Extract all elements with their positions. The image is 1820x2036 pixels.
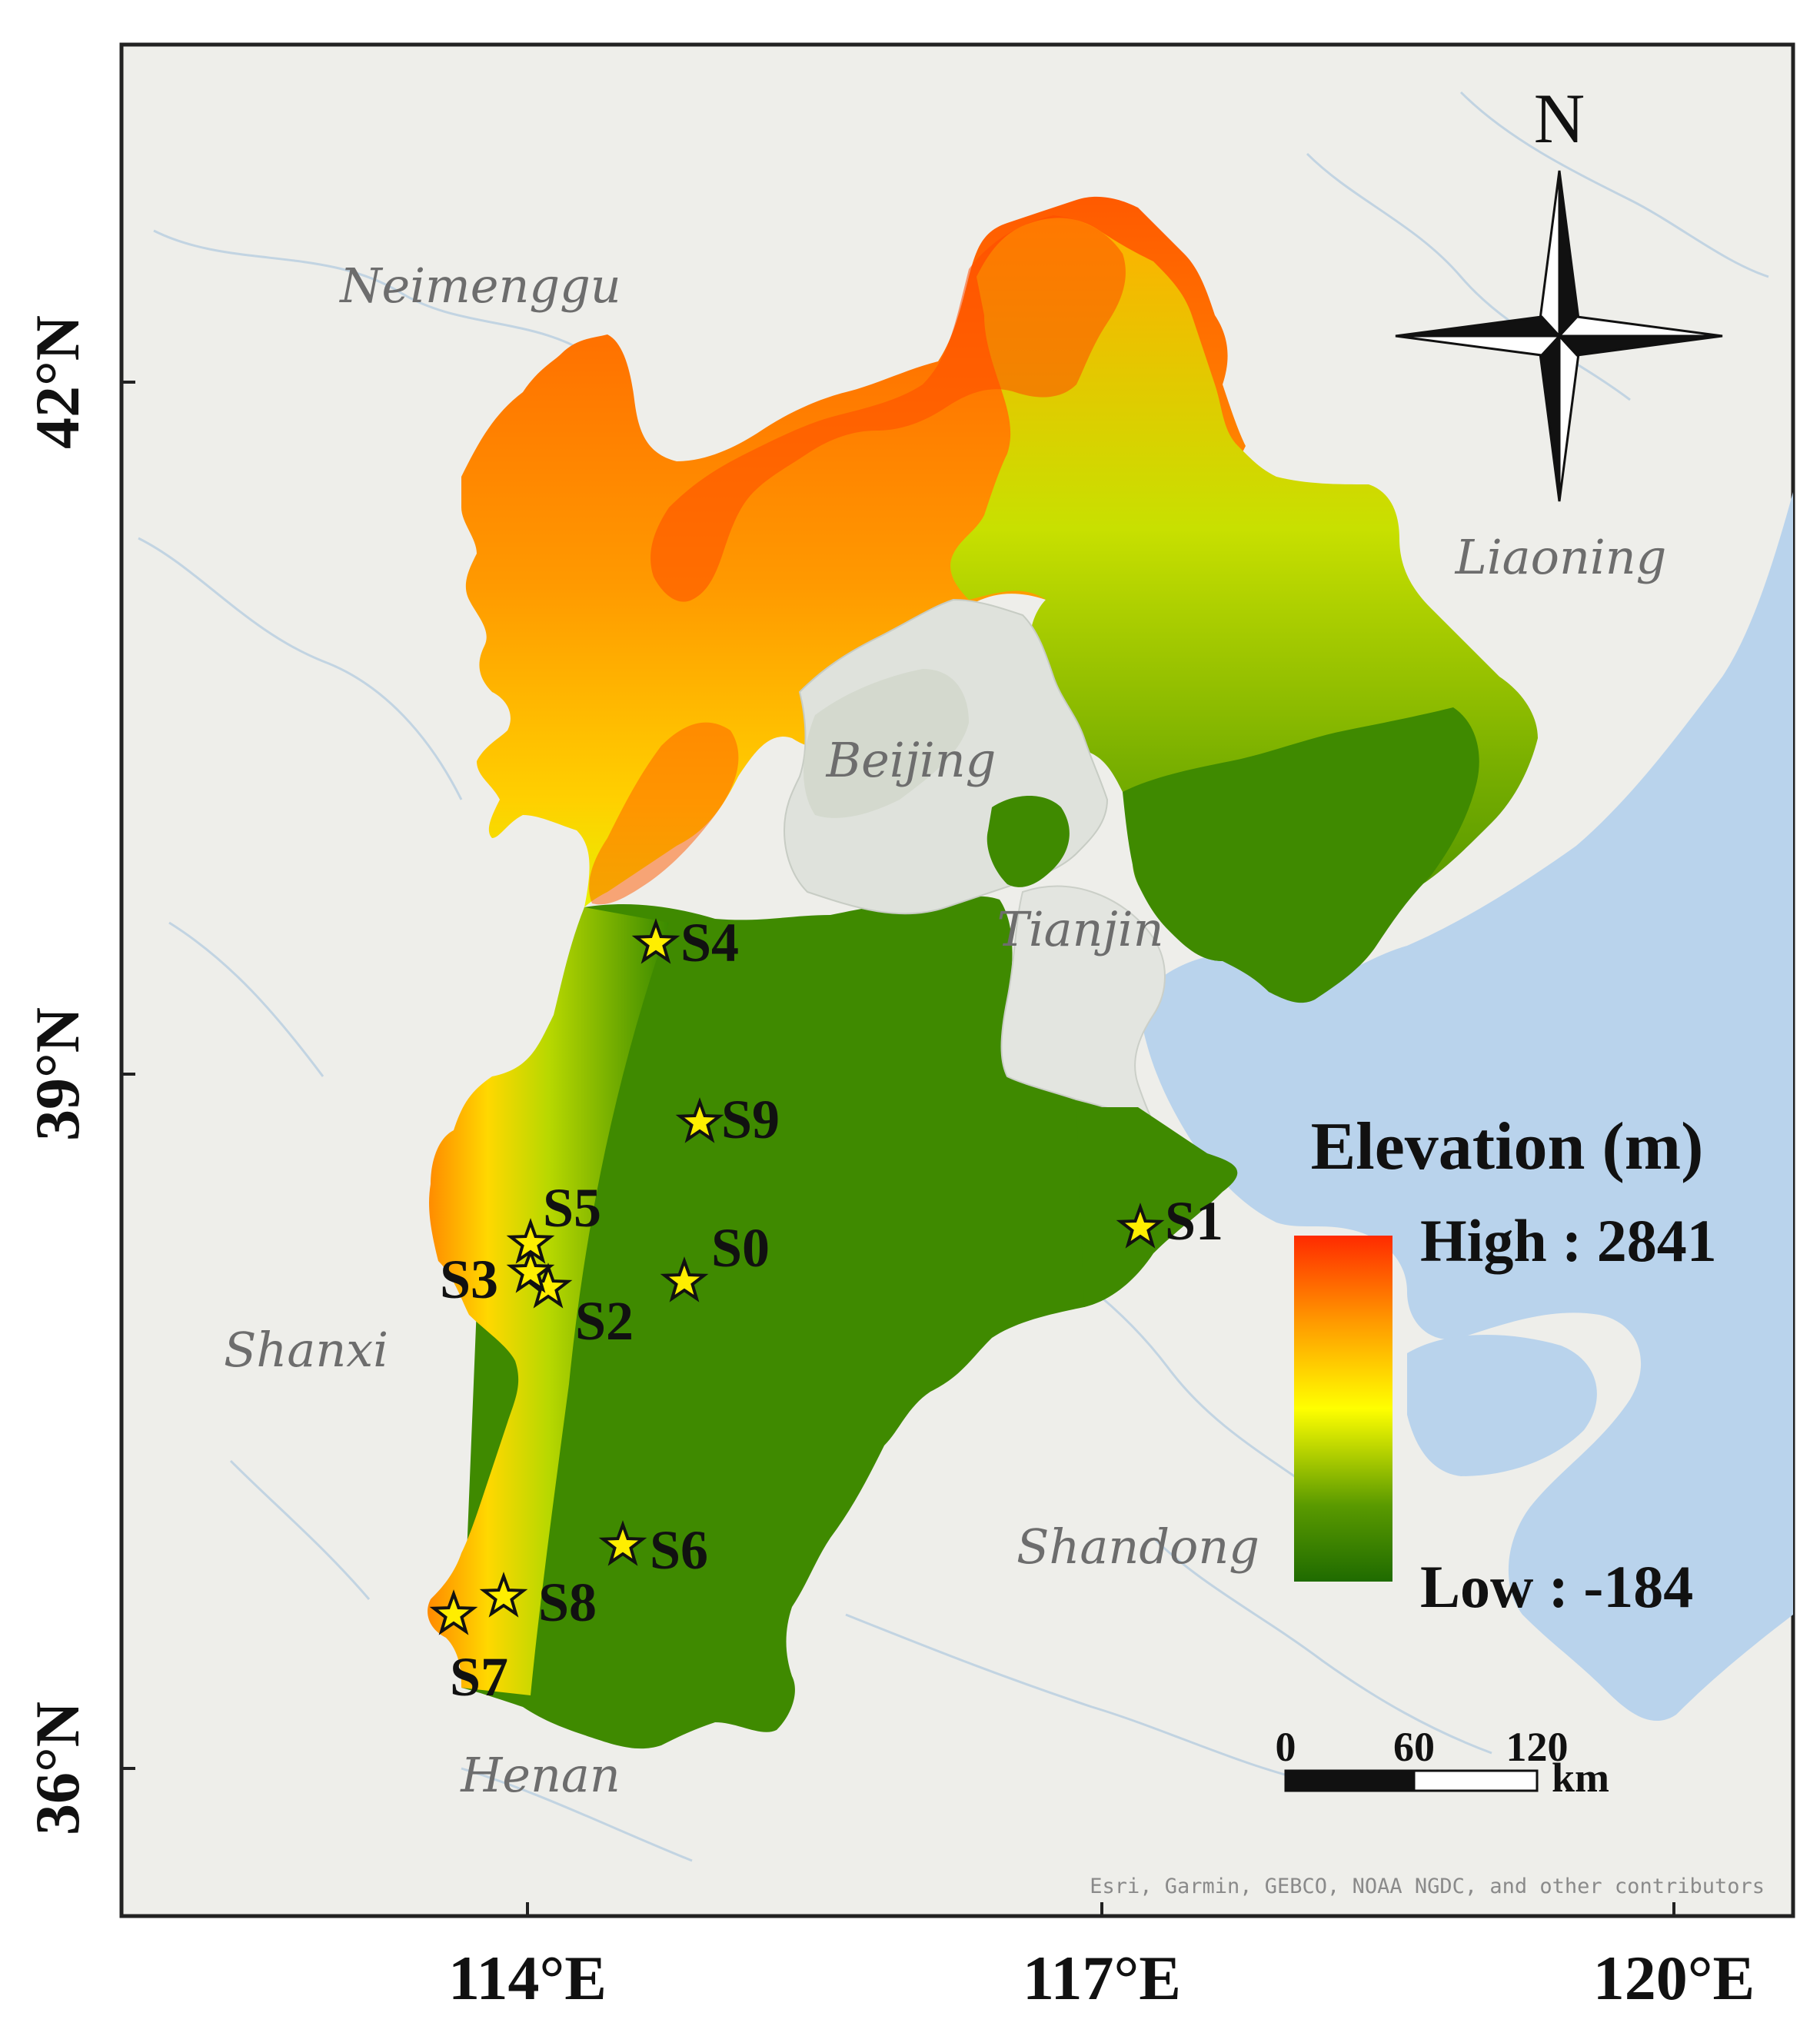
site-label-s7: S7 <box>450 1646 508 1708</box>
x-tick-label-114: 114°E <box>448 1943 607 2013</box>
north-arrow: N <box>1395 79 1723 502</box>
region-label-shandong: Shandong <box>1016 1519 1259 1575</box>
site-marker-s7 <box>429 1589 478 1635</box>
scale-tick-0: 0 <box>1276 1724 1296 1770</box>
region-label-liaoning: Liaoning <box>1455 529 1667 585</box>
y-tick-label-36: 36°N <box>22 1702 92 1835</box>
cangzhou-coast <box>1076 1107 1238 1307</box>
legend-high-label: High : 2841 <box>1420 1207 1717 1274</box>
site-marker-s1 <box>1116 1203 1165 1249</box>
north-arrow-label: N <box>1534 79 1585 158</box>
legend-title: Elevation (m) <box>1311 1109 1704 1184</box>
beijing-hills-shade <box>804 669 969 818</box>
legend-color-ramp <box>1294 1236 1392 1582</box>
scale-unit: km <box>1552 1755 1609 1801</box>
taihang-mountains <box>428 907 669 1695</box>
region-label-tianjin: Tianjin <box>997 901 1163 957</box>
x-tick-label-120: 120°E <box>1593 1943 1755 2013</box>
y-tick-label-42: 42°N <box>22 315 92 449</box>
attribution: Esri, Garmin, GEBCO, NOAA NGDC, and othe… <box>1090 1875 1765 1898</box>
region-label-henan: Henan <box>460 1747 621 1803</box>
scale-tick-120: 120 <box>1506 1724 1569 1770</box>
region-label-neimenggu: Neimenggu <box>338 258 621 314</box>
scale-bar: 0 60 120 km <box>1276 1724 1610 1801</box>
site-label-s8: S8 <box>538 1572 597 1633</box>
region-label-beijing: Beijing <box>826 732 997 788</box>
scale-bar-segment-1 <box>1284 1769 1416 1792</box>
x-tick-label-117: 117°E <box>1023 1943 1181 2013</box>
laizhou-bay <box>1407 1335 1597 1476</box>
western-red-ridge <box>589 722 739 905</box>
site-label-s1: S1 <box>1165 1190 1223 1252</box>
tangshan-plain <box>1123 707 1479 1003</box>
bohai-sea <box>1138 492 1793 1722</box>
site-marker-s5 <box>506 1218 555 1264</box>
site-marker-s8 <box>479 1572 528 1618</box>
site-label-s4: S4 <box>680 912 739 973</box>
site-markers <box>429 918 1165 1635</box>
site-label-s9: S9 <box>721 1089 780 1150</box>
site-label-s3: S3 <box>440 1249 498 1310</box>
northern-high-ridge <box>650 215 1126 602</box>
site-marker-s6 <box>598 1520 647 1566</box>
site-label-s2: S2 <box>575 1290 634 1352</box>
site-marker-s4 <box>631 918 680 964</box>
site-label-s6: S6 <box>650 1519 708 1581</box>
site-marker-s0 <box>660 1256 709 1302</box>
region-label-shanxi: Shanxi <box>224 1322 388 1378</box>
site-marker-s3 <box>506 1247 555 1293</box>
site-label-s5: S5 <box>543 1177 601 1239</box>
legend-low-label: Low : -184 <box>1420 1553 1693 1620</box>
scale-bar-segment-2 <box>1412 1769 1539 1792</box>
scale-tick-60: 60 <box>1393 1724 1435 1770</box>
compass-rose-icon <box>1395 170 1723 502</box>
site-marker-s9 <box>675 1097 724 1143</box>
y-tick-label-39: 39°N <box>22 1007 92 1141</box>
axis-ticks <box>121 381 1675 1916</box>
site-label-s0: S0 <box>711 1217 770 1279</box>
hebei-southern-plain <box>461 896 1220 1749</box>
elevation-legend: Elevation (m) High : 2841 Low : -184 <box>1294 1109 1717 1620</box>
langfang-enclave <box>987 796 1070 887</box>
